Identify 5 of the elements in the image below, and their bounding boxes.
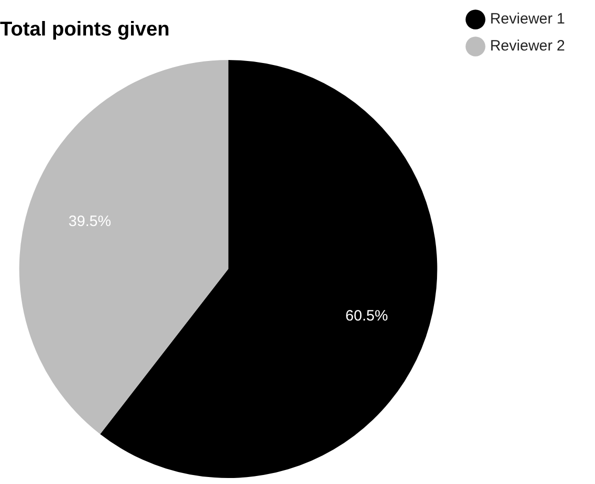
legend-label: Reviewer 1 [490,10,565,28]
legend-label: Reviewer 2 [490,38,565,55]
text: Total points given [0,18,170,41]
data-label: 60.5% [345,308,388,325]
data-label: 39.5% [68,212,112,230]
